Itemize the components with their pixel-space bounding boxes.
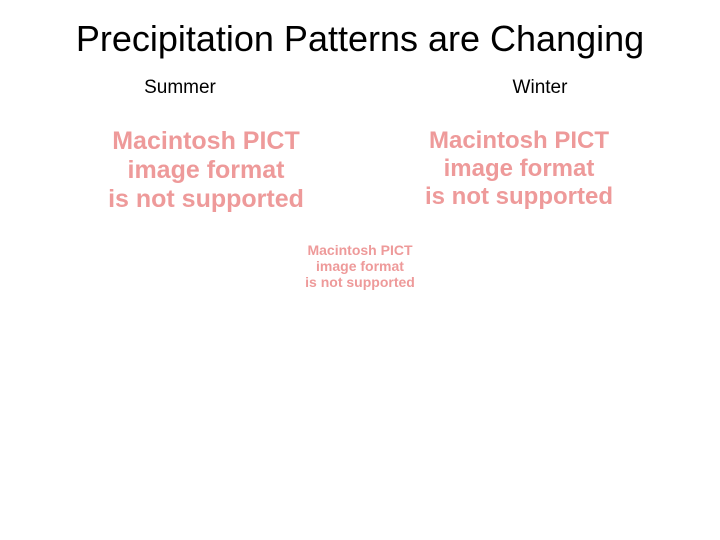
pict-placeholder-bottom: Macintosh PICT image format is not suppo… [250,242,470,290]
placeholder-line: is not supported [369,183,669,211]
placeholder-line: is not supported [250,274,470,290]
pict-placeholder-bottom-wrap: Macintosh PICT image format is not suppo… [0,242,720,290]
pict-placeholder-left: Macintosh PICT image format is not suppo… [51,127,361,213]
image-placeholders-row: Macintosh PICT image format is not suppo… [0,127,720,213]
placeholder-line: Macintosh PICT [250,242,470,258]
season-label-winter: Winter [380,77,700,99]
placeholder-line: Macintosh PICT [369,127,669,155]
season-labels-row: Summer Winter [0,77,720,99]
placeholder-line: image format [51,156,361,185]
placeholder-line: image format [369,155,669,183]
placeholder-line: is not supported [51,185,361,214]
season-label-summer: Summer [20,77,340,99]
pict-placeholder-right: Macintosh PICT image format is not suppo… [369,127,669,213]
placeholder-line: Macintosh PICT [51,127,361,156]
slide-title: Precipitation Patterns are Changing [60,18,660,59]
slide-container: Precipitation Patterns are Changing Summ… [0,0,720,540]
placeholder-line: image format [250,258,470,274]
